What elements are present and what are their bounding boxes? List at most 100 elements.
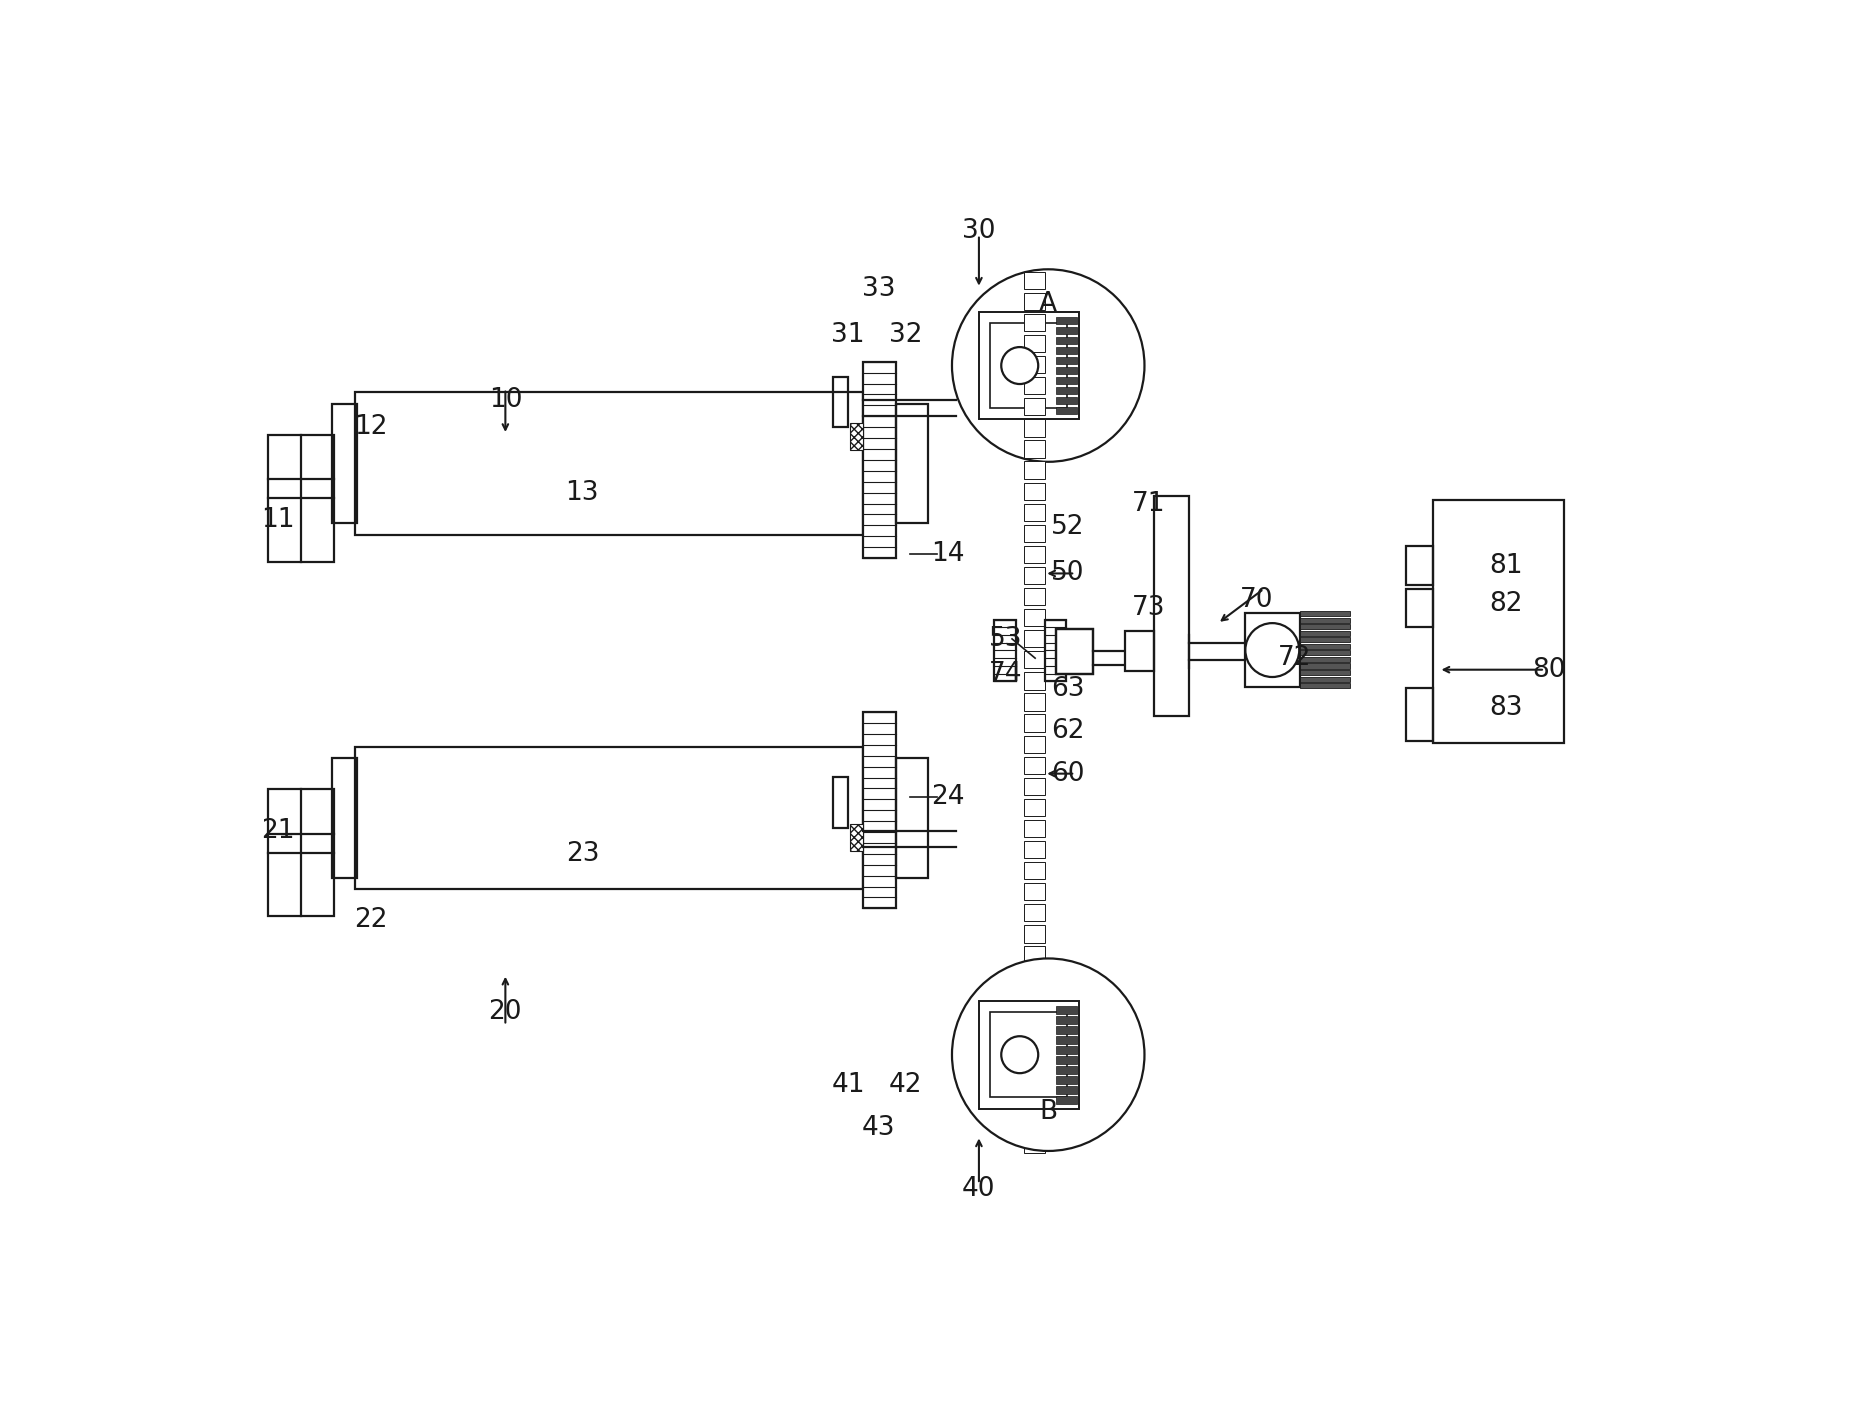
Bar [1023,757,1045,774]
Bar [1406,547,1434,585]
Text: 31: 31 [831,321,864,348]
Bar [1301,625,1350,629]
Circle shape [1245,623,1299,677]
Bar [1056,347,1077,354]
Bar [1301,682,1350,688]
Bar [1023,336,1045,352]
Text: B: B [1040,1100,1058,1125]
Bar [1056,386,1077,395]
Bar [1056,1056,1077,1063]
Text: 13: 13 [566,479,599,506]
Bar [1301,618,1350,623]
Text: 23: 23 [566,842,599,867]
Bar [1023,461,1045,479]
Bar [1023,1115,1045,1132]
Bar [1056,398,1077,405]
Bar [895,405,929,523]
Bar [1056,367,1077,375]
Text: 73: 73 [1132,595,1166,620]
Bar [1301,664,1350,668]
Bar [1023,673,1045,689]
Bar [1056,1086,1077,1094]
Text: 60: 60 [1051,760,1084,787]
Bar [1301,650,1350,656]
Bar [1023,694,1045,711]
Bar [1023,778,1045,795]
Bar [1056,1005,1077,1014]
Bar [1023,609,1045,626]
Bar [1301,670,1350,675]
Bar [990,1012,1067,1097]
Bar [1056,1036,1077,1043]
Bar [1056,629,1093,674]
Bar [1056,1076,1077,1083]
Bar [1023,419,1045,437]
Text: 40: 40 [962,1176,995,1203]
Circle shape [953,269,1145,462]
Bar [993,619,1016,681]
Bar [1023,525,1045,541]
Text: 80: 80 [1532,657,1565,682]
Circle shape [1001,1036,1038,1073]
Bar [1154,496,1190,716]
Bar [849,823,864,850]
Bar [1056,376,1077,385]
Bar [1301,637,1350,643]
Text: 14: 14 [931,541,966,567]
Bar [1023,736,1045,753]
Bar [1023,840,1045,859]
Bar [268,790,333,916]
Text: 81: 81 [1489,553,1523,578]
Bar [849,423,864,450]
Bar [1023,1010,1045,1026]
Bar [1023,1031,1045,1048]
Bar [1023,1094,1045,1111]
Text: 20: 20 [488,1000,522,1025]
Bar [355,747,864,890]
Text: 11: 11 [261,506,294,533]
Bar [1023,883,1045,901]
Bar [1023,503,1045,520]
Bar [1125,632,1154,671]
Bar [1023,293,1045,310]
Bar [1056,629,1093,674]
Text: 41: 41 [831,1073,864,1098]
Bar [990,323,1067,407]
Bar [1023,1073,1045,1090]
Text: 70: 70 [1240,588,1273,613]
Bar [832,777,847,828]
Bar [1023,357,1045,374]
Bar [1023,651,1045,668]
Bar [1023,967,1045,984]
Bar [1023,925,1045,942]
Circle shape [1001,347,1038,384]
Bar [1023,904,1045,922]
Text: 72: 72 [1278,646,1312,671]
Bar [1301,677,1350,681]
Text: 50: 50 [1051,560,1084,587]
Bar [1023,819,1045,838]
Text: 42: 42 [890,1073,923,1098]
Bar [1434,501,1563,743]
Text: 83: 83 [1489,695,1523,721]
Bar [333,759,357,877]
Bar [1301,657,1350,663]
Bar [333,405,357,523]
Bar [1056,1096,1077,1104]
Text: A: A [1040,290,1056,317]
Bar [355,392,864,534]
Bar [1301,611,1350,616]
Bar [1406,688,1434,740]
Circle shape [953,959,1145,1151]
Text: 71: 71 [1132,491,1166,517]
Bar [1023,398,1045,416]
Bar [1023,440,1045,458]
Bar [1023,588,1045,605]
Text: 74: 74 [990,660,1023,687]
Bar [268,434,333,563]
Bar [895,759,929,877]
Bar [979,312,1079,419]
Bar [1023,546,1045,563]
Text: 52: 52 [1051,515,1084,540]
Bar [1056,317,1077,324]
